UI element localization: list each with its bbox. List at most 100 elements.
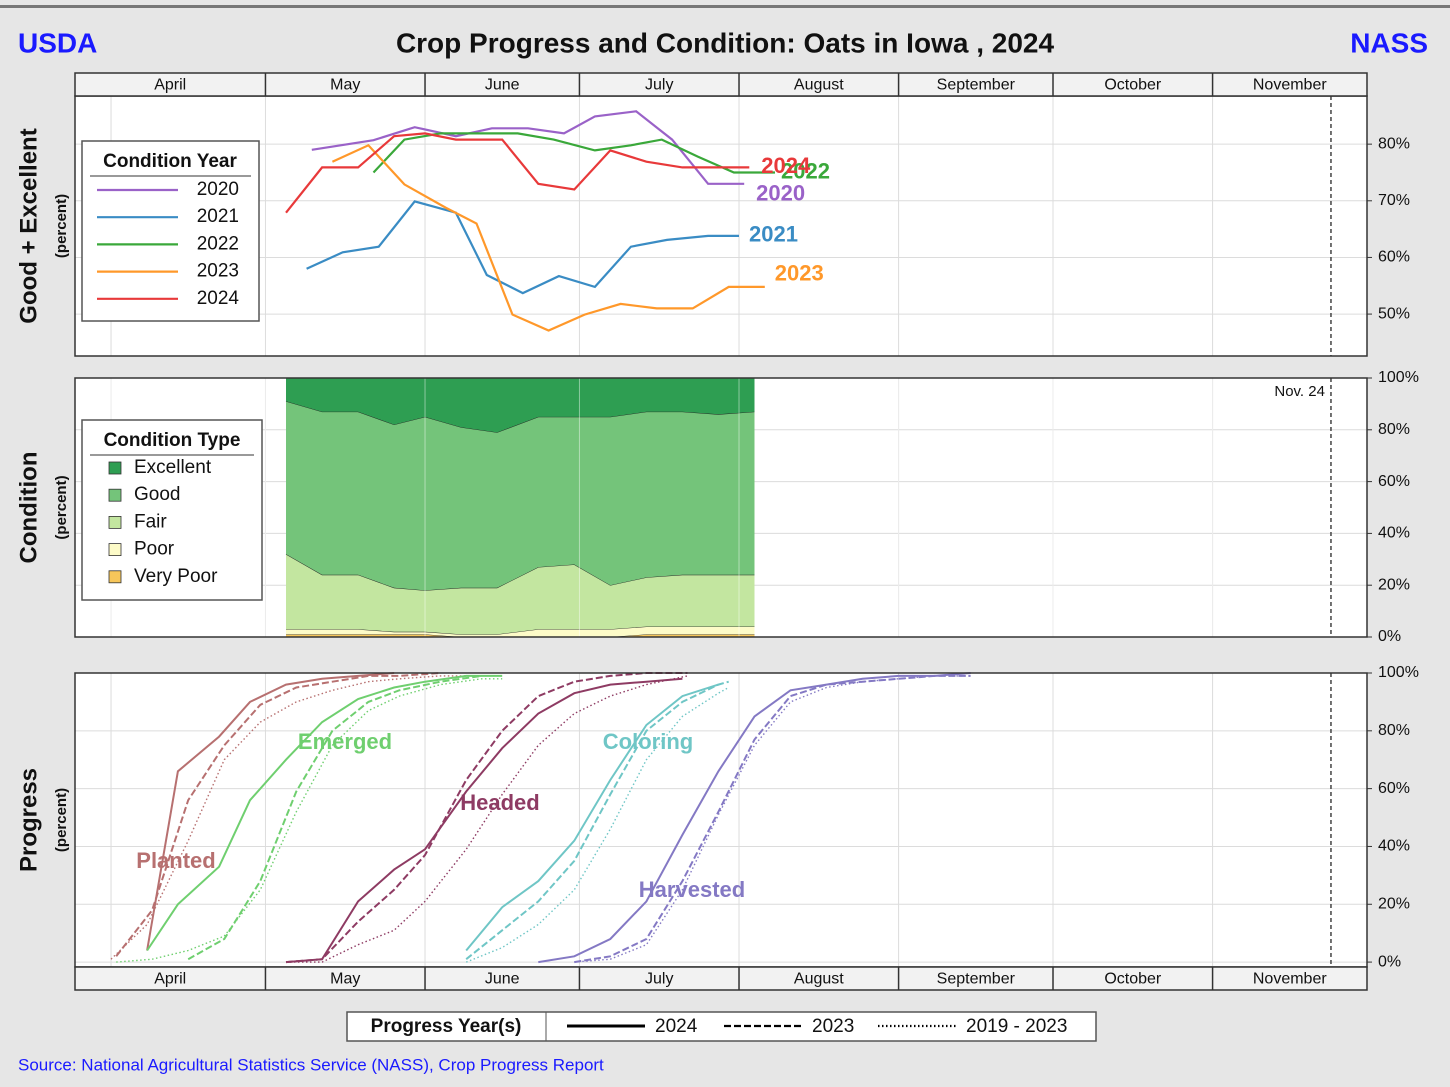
y-tick-label: 70% (1378, 192, 1410, 209)
legend-swatch (108, 516, 122, 529)
agency-right: NASS (1350, 27, 1428, 58)
x-tick-label: April (154, 77, 186, 94)
progress-line (146, 672, 395, 951)
x-tick-label: May (330, 77, 360, 94)
x-tick-label: June (485, 971, 520, 988)
line-end-label: 2024 (761, 153, 811, 178)
y-tick-label: 80% (1378, 135, 1410, 152)
legend-label: 2022 (197, 233, 239, 254)
line-end-label: 2021 (749, 222, 798, 247)
legend-title: Progress Year(s) (371, 1016, 522, 1037)
stage-label: Coloring (603, 729, 693, 754)
progress-line (465, 686, 730, 963)
legend-swatch (108, 543, 122, 556)
x-tick-label: October (1104, 77, 1162, 94)
x-tick-label: October (1104, 971, 1162, 988)
progress-line (465, 680, 729, 960)
x-tick-label: May (330, 971, 360, 988)
progress-line (574, 675, 971, 963)
legend-label: 2019 - 2023 (966, 1016, 1067, 1037)
line-end-label: 2022 (781, 158, 830, 183)
legend-swatch (108, 461, 122, 475)
stage-label: Headed (460, 790, 539, 815)
y-tick-label: 60% (1378, 473, 1410, 490)
x-tick-label: April (154, 971, 186, 988)
legend-label: 2024 (655, 1016, 698, 1037)
condition-line (306, 200, 739, 295)
y-tick-label: 40% (1378, 525, 1410, 542)
y-tick-label: 100% (1378, 369, 1419, 386)
y-tick-label: 50% (1378, 305, 1410, 322)
legend-label: Good (134, 484, 180, 505)
x-tick-label: August (794, 971, 844, 988)
x-tick-label: August (794, 77, 844, 94)
plot-border (74, 377, 1368, 638)
y-tick-label: 20% (1378, 576, 1410, 593)
legend-label: 2024 (197, 288, 240, 309)
month-header (74, 966, 1368, 991)
y-axis-unit: (percent) (53, 788, 70, 852)
y-tick-label: 0% (1378, 628, 1401, 645)
y-axis-title: Good + Excellent (15, 128, 42, 323)
progress-line (110, 675, 482, 960)
legend-label: Very Poor (134, 566, 218, 587)
progress-line (286, 675, 688, 963)
stage-label: Planted (136, 848, 215, 873)
x-tick-label: November (1253, 971, 1327, 988)
reference-label: Nov. 24 (1274, 383, 1325, 400)
legend-label: Poor (134, 539, 175, 560)
y-tick-label: 80% (1378, 421, 1410, 438)
agency-left: USDA (18, 27, 97, 58)
y-axis-unit: (percent) (53, 475, 70, 539)
y-tick-label: 40% (1378, 838, 1410, 855)
legend-box (81, 419, 263, 601)
legend-label: 2020 (197, 179, 239, 200)
y-axis-unit: (percent) (53, 194, 70, 258)
y-tick-label: 100% (1378, 664, 1419, 681)
legend-title: Condition Type (104, 430, 241, 451)
legend-label: Fair (134, 511, 167, 532)
progress-line (285, 677, 683, 964)
condition-line (331, 143, 765, 332)
condition-line (285, 132, 750, 214)
top-rule (0, 5, 1450, 8)
progress-line (115, 672, 441, 957)
progress-line (285, 672, 688, 964)
progress-line (465, 683, 719, 952)
y-tick-label: 0% (1378, 953, 1401, 970)
legend-swatch (108, 488, 122, 502)
x-tick-label: July (645, 971, 673, 988)
condition-area (286, 554, 755, 635)
x-tick-label: November (1253, 77, 1327, 94)
y-tick-label: 20% (1378, 895, 1410, 912)
y-tick-label: 60% (1378, 780, 1410, 797)
x-tick-label: July (645, 77, 673, 94)
legend-label: 2023 (812, 1016, 854, 1037)
condition-area (286, 401, 755, 591)
legend-label: 2023 (197, 261, 239, 282)
legend-label: Excellent (134, 457, 212, 478)
month-header (74, 72, 1368, 97)
page-title: Crop Progress and Condition: Oats in Iow… (396, 27, 1055, 58)
plot-area (75, 673, 1367, 967)
plot-area (75, 96, 1367, 356)
legend-label: 2021 (197, 206, 239, 227)
progress-line (146, 674, 503, 952)
x-tick-label: June (485, 77, 520, 94)
legend-box (346, 1011, 1097, 1042)
y-tick-label: 80% (1378, 722, 1410, 739)
legend-title: Condition Year (103, 151, 237, 172)
y-axis-title: Progress (15, 768, 42, 872)
line-end-label: 2020 (756, 181, 805, 206)
legend-box (81, 140, 260, 322)
condition-area-edge (285, 553, 755, 591)
source-note: Source: National Agricultural Statistics… (18, 1055, 604, 1074)
legend-swatch (108, 570, 122, 584)
stage-label: Harvested (639, 877, 745, 902)
x-tick-label: September (937, 77, 1016, 94)
y-axis-title: Condition (15, 452, 42, 564)
y-tick-label: 60% (1378, 249, 1410, 266)
stage-label: Emerged (298, 729, 392, 754)
x-tick-label: September (937, 971, 1016, 988)
